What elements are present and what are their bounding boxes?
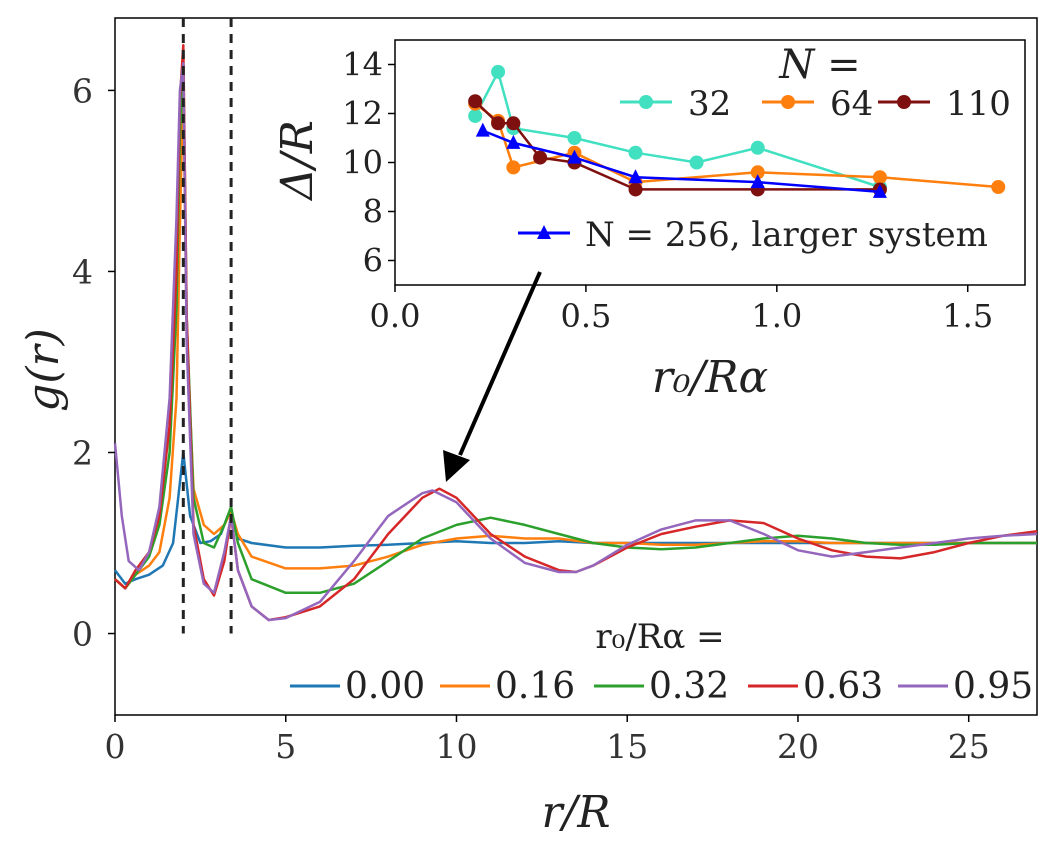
inset-point <box>567 149 582 164</box>
inset-series-line-0 <box>474 68 881 189</box>
inset-point <box>468 94 483 109</box>
main-y-ticks: 0 2 4 6 <box>72 71 115 654</box>
inset-legend-marker <box>537 225 551 239</box>
inset-point <box>628 169 643 184</box>
inset-point <box>750 165 765 180</box>
inset-legend-label: N = 256, larger system <box>585 215 988 255</box>
legend-label-0.32: 0.32 <box>649 666 729 707</box>
inset-point <box>991 180 1006 194</box>
inset-legend-marker <box>897 95 911 109</box>
inset-legend-label: 32 <box>688 84 731 124</box>
inset-legend-marker <box>639 95 653 109</box>
arrow-shaft <box>458 271 542 456</box>
inset-point <box>475 122 490 137</box>
inset-y-tick-label: 10 <box>342 144 383 182</box>
inset-point <box>506 160 521 175</box>
y-tick-label: 0 <box>72 615 93 654</box>
main-x-label: r/R <box>542 787 611 838</box>
inset-point <box>506 116 521 131</box>
inset-point <box>491 64 506 79</box>
legend-label-0.63: 0.63 <box>803 666 883 707</box>
vertical-reference-lines <box>181 18 233 634</box>
inset-point <box>750 174 765 189</box>
main-legend-title: r₀/Rα = <box>595 617 724 657</box>
inset-point <box>533 150 548 165</box>
series-line-0.16 <box>114 80 1037 590</box>
inset-y-label: Δ/R <box>272 120 323 202</box>
inset-series-group <box>468 64 1006 198</box>
inset-x-tick-label: 1.0 <box>751 297 802 335</box>
inset-point <box>689 155 704 170</box>
y-tick-label: 2 <box>72 433 93 472</box>
inset-point <box>872 183 887 198</box>
main-legend-items: 0.00 0.16 0.32 0.63 0.95 <box>290 666 1033 707</box>
inset-x-label: r₀/Rα <box>652 352 768 403</box>
x-tick-label: 10 <box>435 727 477 766</box>
series-line-0.00 <box>114 451 1037 585</box>
legend-label-0.95: 0.95 <box>953 666 1033 707</box>
inset-x-tick-label: 0.5 <box>560 297 611 335</box>
main-legend: r₀/Rα = 0.00 0.16 0.32 0.63 0.95 <box>290 617 1033 707</box>
inset-y-tick-label: 14 <box>342 46 383 84</box>
inset-point <box>872 170 887 185</box>
inset-y-ticks: 6 8 10 12 14 <box>342 46 395 280</box>
main-y-label: g(r) <box>18 328 69 412</box>
y-tick-label: 6 <box>72 71 93 110</box>
inset-legend-items: 32 64 110 N = 256, larger system <box>518 84 1011 255</box>
legend-label-0.16: 0.16 <box>495 666 575 707</box>
inset-point <box>750 140 765 155</box>
x-tick-label: 0 <box>105 727 126 766</box>
inset-legend-marker <box>781 95 795 109</box>
legend-label-0.00: 0.00 <box>345 666 425 707</box>
main-plot: 0 5 10 15 20 25 0 2 4 6 g(r) r/R r₀/Rα = 0.00 0.1… <box>18 17 1038 838</box>
x-tick-label: 5 <box>275 727 296 766</box>
series-line-0.95 <box>113 62 1038 622</box>
main-axes-frame <box>114 17 1038 716</box>
inset-legend-label: 64 <box>830 84 873 124</box>
inset-x-tick-label: 0.0 <box>370 297 421 335</box>
inset-point <box>491 116 506 131</box>
inset-legend-title: N = <box>778 42 860 88</box>
y-tick-label: 4 <box>72 252 93 291</box>
inset-plot: 0.0 0.5 1.0 1.5 6 8 10 12 14 Δ/R r₀/Rα N = 32 64… <box>272 39 1026 403</box>
main-x-ticks: 0 5 10 15 20 25 <box>105 715 990 766</box>
x-tick-label: 25 <box>948 727 990 766</box>
inset-x-ticks: 0.0 0.5 1.0 1.5 <box>370 285 993 335</box>
inset-point <box>506 134 521 149</box>
inset-legend-label: 110 <box>946 84 1011 124</box>
x-tick-label: 20 <box>777 727 819 766</box>
inset-legend: N = 32 64 110 N = 256, larger system <box>518 42 1011 255</box>
inset-point <box>468 108 483 123</box>
inset-x-tick-label: 1.5 <box>942 297 993 335</box>
inset-point <box>628 182 643 197</box>
annotation-arrow <box>443 271 542 482</box>
inset-y-tick-label: 8 <box>363 193 383 231</box>
x-tick-label: 15 <box>606 727 648 766</box>
arrow-head <box>443 450 470 482</box>
inset-y-tick-label: 6 <box>363 242 383 280</box>
inset-y-tick-label: 12 <box>342 95 383 133</box>
inset-point <box>567 131 582 145</box>
inset-point <box>628 145 643 160</box>
main-series-group <box>113 43 1038 622</box>
inset-series-line-3 <box>482 129 880 194</box>
